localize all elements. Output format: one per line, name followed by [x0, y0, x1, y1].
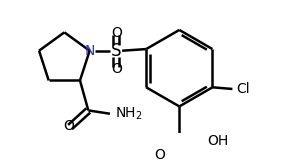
Text: S: S [111, 42, 121, 60]
Text: Cl: Cl [237, 82, 250, 96]
Text: OH: OH [208, 134, 229, 148]
Text: O: O [154, 148, 165, 160]
Text: NH$_2$: NH$_2$ [115, 106, 143, 122]
Text: O: O [63, 119, 74, 133]
Text: O: O [111, 62, 122, 76]
Text: O: O [111, 26, 122, 40]
Text: N: N [84, 44, 95, 58]
